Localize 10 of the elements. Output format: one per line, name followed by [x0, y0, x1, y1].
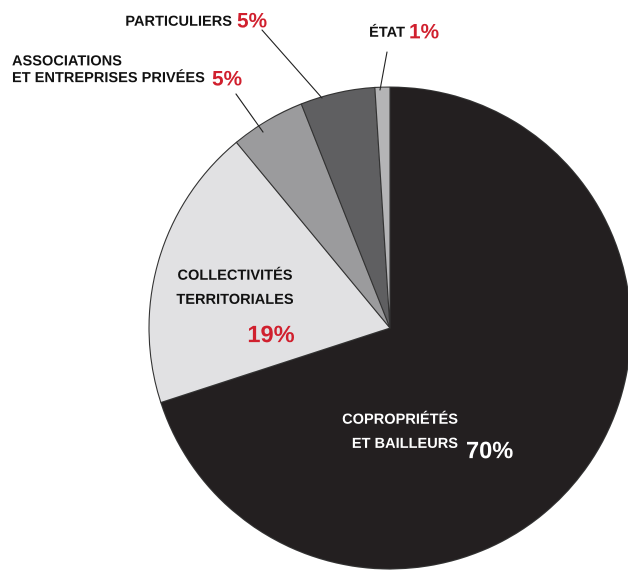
- slice-label: COLLECTIVITÉS TERRITORIALES: [176, 266, 294, 304]
- data-label: 5%: [212, 70, 242, 86]
- data-label: 5%: [238, 12, 267, 28]
- slice-label: ASSOCIATIONS ET ENTREPRISES PRIVÉES: [12, 55, 204, 82]
- data-label: 1%: [410, 24, 439, 39]
- slice-label: COPROPRIÉTÉS ET BAILLEURS: [342, 410, 458, 448]
- slice-label: PARTICULIERS: [126, 16, 232, 26]
- data-label: 19%: [248, 326, 294, 342]
- slice-label: ÉTAT: [370, 24, 405, 37]
- data-label: 70%: [467, 442, 513, 458]
